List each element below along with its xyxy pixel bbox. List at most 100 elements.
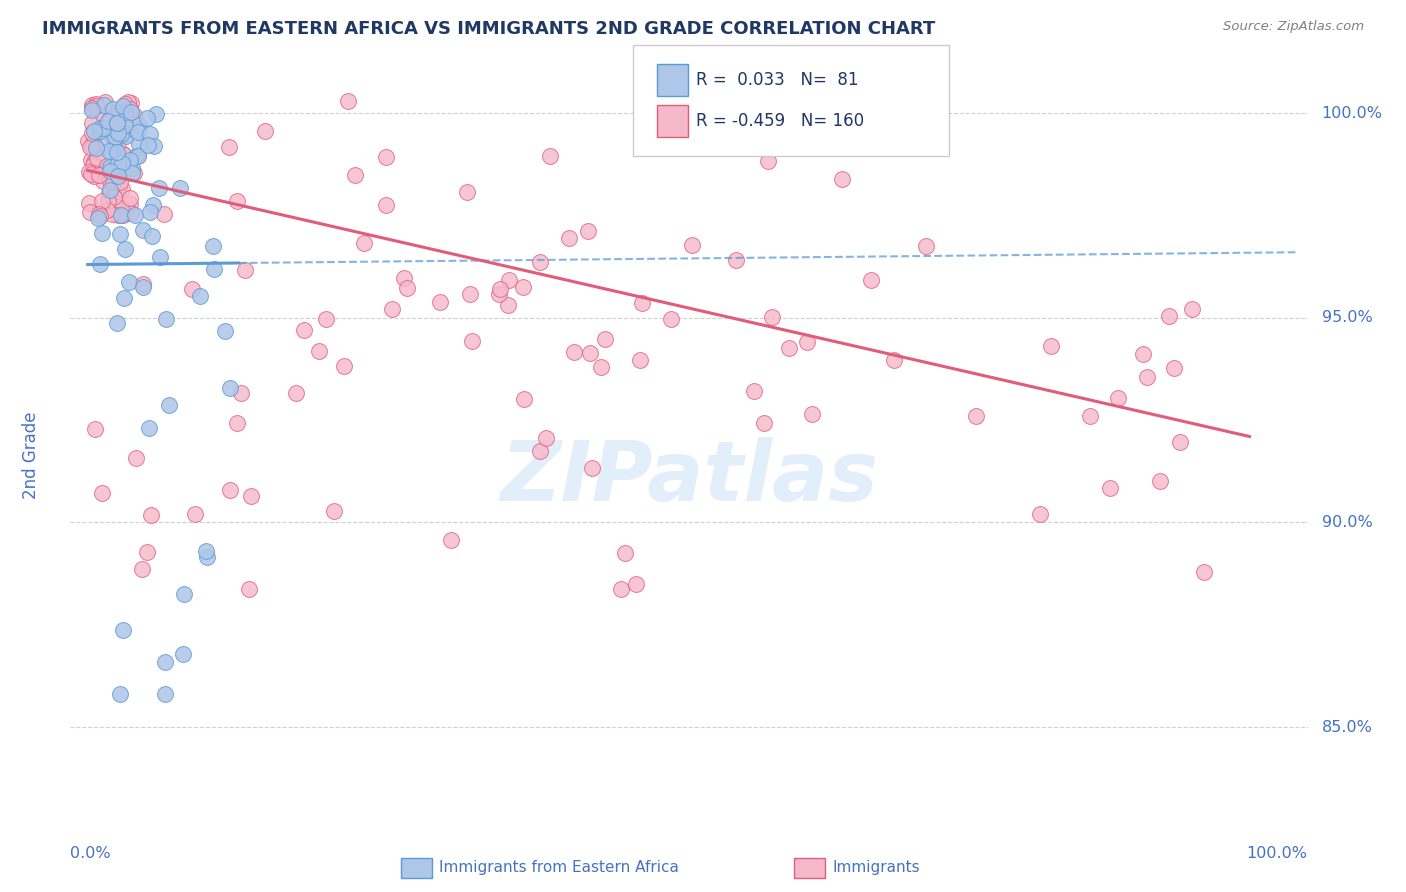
Point (529, 255, 551, 269)
Point (89, 124, 111, 138)
Point (96, 117, 118, 131)
Point (103, 181, 125, 195)
Point (77, 196, 100, 211)
Point (172, 647, 194, 661)
Point (914, 238, 936, 252)
Point (188, 289, 211, 303)
Point (111, 156, 134, 170)
Point (610, 582, 633, 596)
Point (77, 165, 100, 179)
Point (97, 114, 120, 128)
Point (292, 323, 315, 337)
Point (883, 353, 905, 368)
Point (254, 123, 277, 137)
Point (107, 117, 129, 131)
Point (322, 504, 344, 518)
Point (148, 180, 170, 194)
Point (125, 451, 148, 466)
Point (84, 422, 107, 436)
Point (831, 172, 853, 186)
Point (82, 140, 104, 154)
Text: 85.0%: 85.0% (1322, 720, 1372, 735)
Point (184, 507, 207, 521)
Point (1163, 361, 1185, 376)
Point (80, 167, 103, 181)
Point (107, 155, 129, 169)
Point (89, 209, 111, 223)
Point (87, 206, 110, 220)
Point (114, 118, 136, 132)
Point (458, 287, 481, 301)
Point (114, 97, 136, 112)
Point (181, 282, 204, 296)
Point (100, 112, 122, 126)
Point (100, 145, 122, 159)
Point (127, 122, 149, 136)
Point (80, 153, 103, 167)
Text: 100.0%: 100.0% (1322, 105, 1382, 120)
Point (576, 224, 599, 238)
Point (456, 186, 478, 200)
Point (98, 183, 121, 197)
Point (98, 164, 121, 178)
Point (111, 624, 134, 638)
Text: 100.0%: 100.0% (1247, 846, 1308, 861)
Point (128, 136, 150, 151)
Point (83, 123, 105, 137)
Point (315, 312, 337, 326)
Point (103, 136, 125, 151)
Point (80, 101, 103, 115)
Point (110, 201, 132, 215)
Point (86, 127, 108, 141)
Point (124, 123, 146, 137)
Point (98, 161, 121, 175)
Point (142, 138, 165, 153)
Point (104, 105, 127, 120)
Point (1099, 481, 1122, 495)
Point (218, 381, 240, 395)
Text: Source: ZipAtlas.com: Source: ZipAtlas.com (1223, 20, 1364, 33)
Point (101, 206, 124, 220)
Point (125, 149, 148, 163)
Point (202, 262, 225, 277)
Point (1157, 309, 1180, 323)
Point (110, 208, 132, 222)
Point (461, 334, 484, 348)
Point (498, 298, 520, 312)
Point (79, 205, 101, 219)
Point (157, 399, 180, 413)
Point (105, 316, 128, 330)
Point (90, 226, 112, 240)
Point (111, 146, 134, 161)
Point (860, 273, 883, 287)
Point (117, 275, 139, 289)
Point (115, 127, 138, 141)
Point (121, 161, 143, 176)
Point (122, 166, 145, 180)
Point (630, 296, 652, 310)
Point (659, 312, 682, 326)
Point (214, 324, 236, 338)
Point (121, 166, 143, 180)
Point (108, 687, 131, 701)
Point (141, 229, 163, 244)
Point (83, 169, 105, 184)
Point (965, 409, 987, 424)
Point (155, 312, 177, 326)
Point (131, 562, 153, 576)
Point (238, 582, 260, 597)
Point (219, 483, 242, 497)
Point (84, 141, 107, 155)
Point (153, 207, 176, 221)
Point (84, 97, 107, 112)
Point (194, 544, 217, 558)
Point (96, 117, 118, 131)
Point (86, 98, 108, 112)
Point (120, 205, 142, 219)
Point (79, 140, 101, 154)
Point (145, 106, 167, 120)
Point (579, 346, 602, 360)
Point (1040, 339, 1063, 353)
Point (488, 287, 510, 301)
Point (89, 121, 111, 136)
